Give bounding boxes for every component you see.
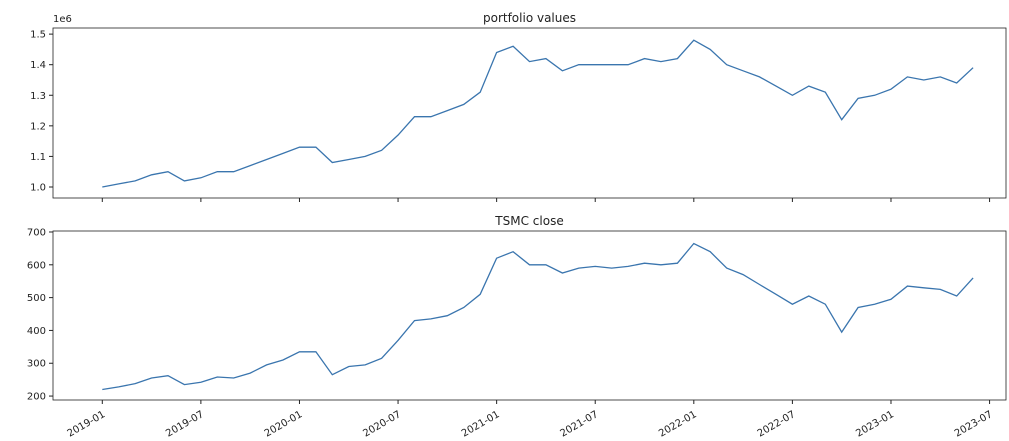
x-tick-label: 2019-07 (164, 409, 206, 439)
y-tick-label: 1.1 (30, 152, 46, 163)
x-tick-label: 2020-01 (263, 409, 305, 439)
x-tick-label: 2023-01 (854, 409, 896, 439)
x-tick-label: 2023-07 (953, 409, 995, 439)
y-tick-label: 300 (27, 359, 46, 370)
x-tick-label: 2019-01 (66, 409, 108, 439)
axes-frame (52, 27, 1007, 199)
y-tick-label: 600 (27, 260, 46, 271)
axes-frame (52, 230, 1007, 401)
x-tick-label: 2021-07 (559, 409, 601, 439)
chart-title: portfolio values (483, 11, 576, 25)
y-tick-label: 400 (27, 326, 46, 337)
y-tick-label: 1.5 (30, 30, 46, 41)
y-tick-label: 200 (27, 392, 46, 403)
data-line (102, 242, 974, 391)
x-tick-label: 2020-07 (361, 409, 403, 439)
chart-title: TSMC close (494, 214, 563, 228)
data-line (102, 39, 974, 188)
y-tick-label: 500 (27, 293, 46, 304)
x-tick-label: 2022-07 (756, 409, 798, 439)
y-tick-label: 1.2 (30, 121, 46, 132)
x-tick-label: 2021-01 (460, 409, 502, 439)
y-tick-label: 1.3 (30, 91, 46, 102)
y-tick-label: 1.4 (30, 60, 46, 71)
y-tick-label: 1.0 (30, 182, 46, 193)
x-tick-label: 2022-01 (657, 409, 699, 439)
y-tick-label: 700 (27, 227, 46, 238)
offset-label: 1e6 (53, 14, 72, 25)
